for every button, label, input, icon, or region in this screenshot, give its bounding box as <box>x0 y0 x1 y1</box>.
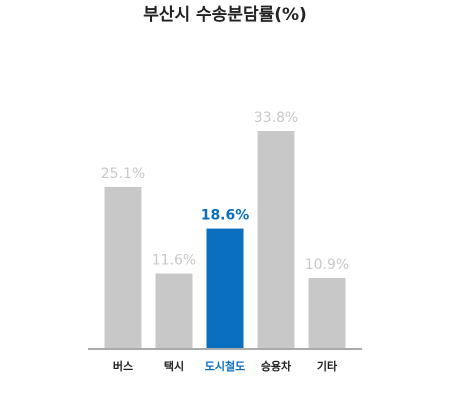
x-tick-label: 택시 <box>164 359 184 373</box>
value-label: 33.8% <box>254 110 298 126</box>
value-label: 18.6% <box>201 208 250 224</box>
bar <box>104 186 142 348</box>
x-tick-label: 기타 <box>317 359 338 373</box>
x-tick-label: 승용차 <box>261 359 292 373</box>
bar <box>257 131 295 348</box>
x-tick-label: 도시철도 <box>205 359 245 373</box>
chart-title: 부산시 수송분담률(%) <box>143 5 307 25</box>
value-label: 11.6% <box>152 253 196 269</box>
bar <box>308 278 346 348</box>
value-label: 10.9% <box>305 257 349 273</box>
x-tick-label: 버스 <box>113 359 133 373</box>
bar <box>206 228 244 348</box>
value-label: 25.1% <box>101 166 145 182</box>
bar <box>155 273 193 348</box>
